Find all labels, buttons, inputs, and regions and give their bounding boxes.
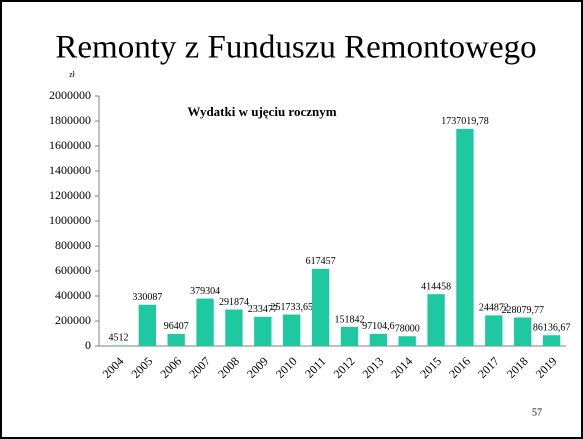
bar <box>167 333 185 346</box>
y-tick-label: 400000 <box>55 288 91 302</box>
y-tick-label: 200000 <box>55 313 91 327</box>
value-label: 244872 <box>479 303 509 314</box>
y-tick-label: 2000000 <box>49 88 91 102</box>
y-tick-label: 800000 <box>55 238 91 252</box>
y-tick-label: 1000000 <box>49 213 91 227</box>
bar <box>514 317 532 346</box>
bar <box>398 336 416 346</box>
bar <box>369 333 387 346</box>
bar <box>340 327 359 346</box>
value-label: 1737019,78 <box>441 116 489 127</box>
bar <box>311 268 330 346</box>
value-label: 291874 <box>219 297 249 308</box>
y-tick-label: 600000 <box>55 263 91 277</box>
value-label: 97104,6 <box>362 321 395 332</box>
bar <box>138 304 156 346</box>
y-tick-label: 1800000 <box>49 113 91 127</box>
value-label: 151842 <box>334 314 364 325</box>
bar <box>254 316 272 346</box>
value-label: 379304 <box>190 286 220 297</box>
value-label: 330087 <box>132 292 162 303</box>
bar <box>109 345 128 346</box>
value-label: 251733,65 <box>270 302 313 313</box>
value-label: 4512 <box>108 333 128 344</box>
value-label: 617457 <box>306 256 336 267</box>
value-label: 78000 <box>395 324 420 335</box>
bar <box>542 335 561 346</box>
bar <box>225 309 243 346</box>
page-number: 57 <box>532 407 542 418</box>
bar <box>283 314 301 346</box>
y-tick-label: 0 <box>85 338 91 352</box>
bar <box>427 294 445 346</box>
y-tick-label: 1600000 <box>49 138 91 152</box>
value-label: 228079,77 <box>501 305 544 316</box>
chart-title: Wydatki w ujęciu rocznym <box>187 104 336 119</box>
bar <box>196 298 214 346</box>
y-tick-label: 1200000 <box>49 188 91 202</box>
y-tick-label: 1400000 <box>49 163 91 177</box>
value-label: 414458 <box>421 281 451 292</box>
bar <box>485 315 503 346</box>
slide-title: Remonty z Funduszu Remontowego <box>55 30 536 66</box>
value-label: 96407 <box>164 321 189 332</box>
value-label: 233477 <box>248 304 278 315</box>
bar <box>456 128 474 346</box>
value-label: 86136,67 <box>533 323 571 334</box>
y-axis-label: zł <box>69 70 76 79</box>
